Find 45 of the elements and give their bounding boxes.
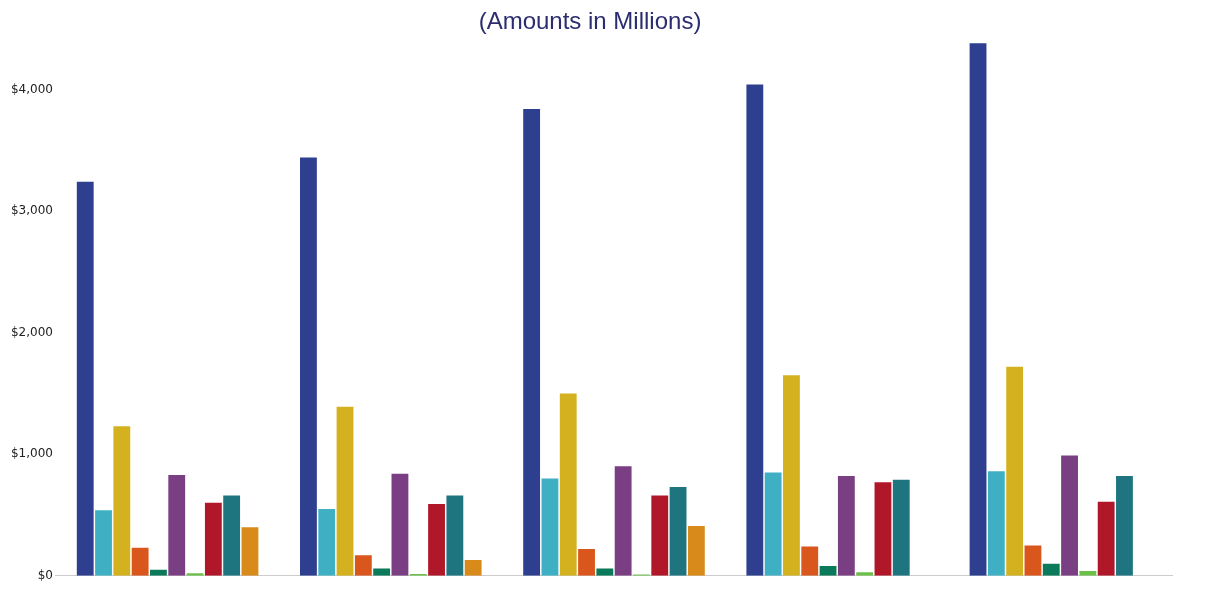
bar <box>354 555 372 576</box>
bar <box>76 181 94 576</box>
y-tick-label: $0 <box>37 567 53 582</box>
bar <box>95 510 112 576</box>
bar <box>837 476 855 576</box>
bar <box>764 472 782 576</box>
bar <box>446 495 464 576</box>
y-tick-label: $1,000 <box>10 446 53 461</box>
bar <box>223 495 241 576</box>
bar <box>318 508 336 576</box>
bar <box>783 375 800 576</box>
bar <box>892 479 910 576</box>
bar <box>687 525 705 576</box>
bar <box>204 502 222 576</box>
bar <box>614 466 632 576</box>
bar <box>669 487 687 576</box>
bar <box>464 559 482 576</box>
bar <box>1042 563 1060 576</box>
bar <box>336 406 354 576</box>
bar <box>969 43 987 576</box>
bar <box>241 527 259 576</box>
bar <box>168 474 186 576</box>
bar <box>1061 455 1078 576</box>
bar <box>578 549 595 576</box>
y-tick-label: $4,000 <box>10 81 53 96</box>
bar <box>1116 476 1133 576</box>
bar <box>300 157 317 576</box>
bar <box>523 108 541 576</box>
bar <box>541 478 559 576</box>
bar <box>559 393 577 576</box>
bar <box>113 426 131 576</box>
bar <box>428 504 445 576</box>
bar <box>746 84 764 576</box>
chart-subtitle: (Amounts in Millions) <box>478 7 702 35</box>
bar <box>1024 545 1042 576</box>
bar <box>987 471 1005 576</box>
bar <box>131 547 149 576</box>
bar <box>391 473 409 576</box>
y-tick-label: $3,000 <box>10 203 53 218</box>
bar <box>1097 501 1115 576</box>
bar <box>651 495 669 576</box>
y-tick-label: $2,000 <box>10 324 53 339</box>
bar <box>1006 366 1024 576</box>
bar <box>874 482 892 576</box>
bar <box>801 546 819 576</box>
